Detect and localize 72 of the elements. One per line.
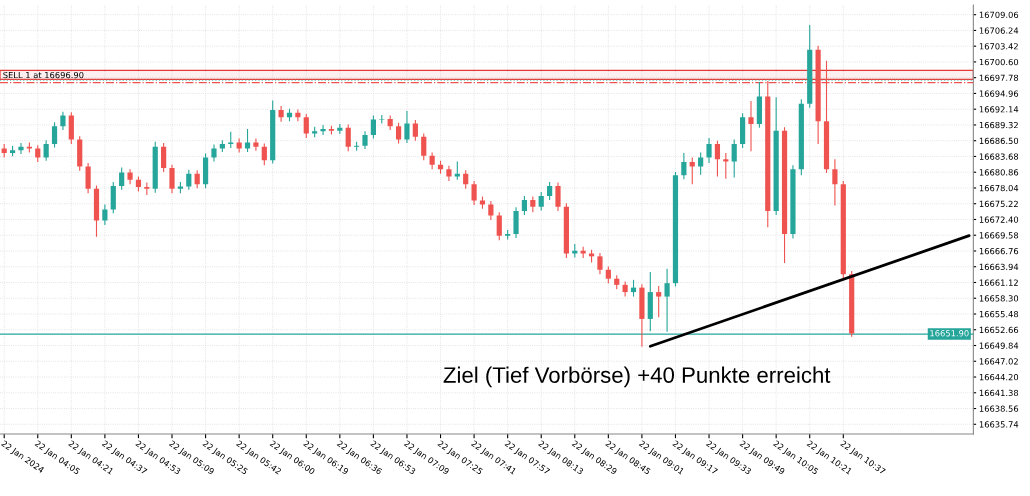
y-tick-label: 16669.58	[979, 232, 1019, 239]
candlestick	[656, 285, 662, 318]
candlestick	[698, 152, 704, 175]
y-tick-label: 16644.20	[979, 374, 1019, 381]
y-tick-label: 16694.96	[979, 90, 1019, 97]
candlestick	[18, 142, 24, 155]
y-tick-label: 16703.42	[979, 43, 1018, 50]
candlestick	[320, 125, 326, 136]
y-tick-label: 16683.68	[979, 153, 1019, 160]
candlestick	[278, 106, 284, 122]
y-tick-label: 16700.60	[979, 58, 1019, 66]
candlestick	[169, 164, 175, 194]
candlestick	[43, 140, 49, 161]
candlestick	[471, 180, 477, 205]
y-tick-label: 16692.14	[979, 106, 1019, 113]
y-tick-label: 16706.24	[979, 27, 1019, 34]
candlestick	[412, 120, 418, 141]
candlestick	[85, 163, 91, 194]
y-tick-label: 16709.06	[979, 11, 1019, 18]
candlestick	[446, 165, 452, 181]
y-tick-label: 16635.74	[979, 421, 1019, 428]
candlestick	[244, 128, 251, 152]
y-tick-label: 16675.22	[979, 200, 1018, 208]
candlestick	[102, 204, 108, 226]
y-tick-label: 16658.30	[979, 295, 1019, 302]
ref-line-label: 16651.90	[930, 330, 969, 337]
y-tick-label: 16661.12	[979, 279, 1018, 286]
candlestick	[832, 159, 838, 206]
y-tick-label: 16652.66	[979, 326, 1019, 334]
y-tick-label: 16680.86	[979, 169, 1019, 176]
candlestick	[236, 138, 242, 153]
y-tick-label: 16649.84	[979, 342, 1019, 349]
y-tick-label: 16697.78	[979, 74, 1019, 81]
candlestick	[161, 142, 167, 172]
candlestick	[496, 212, 502, 241]
ref-line-label: SELL 1 at 16696.90	[3, 71, 84, 79]
y-tick-label: 16672.40	[979, 216, 1019, 223]
candlestick	[706, 137, 712, 164]
candlestick	[681, 153, 687, 180]
candlestick	[303, 113, 309, 138]
candlestick	[731, 139, 737, 178]
y-tick-label: 16686.50	[979, 137, 1019, 144]
y-tick-label: 16641.38	[979, 389, 1019, 397]
candlestick	[714, 140, 721, 177]
candlestick	[119, 167, 125, 190]
candlestick	[186, 169, 192, 190]
candlestick	[421, 133, 427, 161]
candlestick	[370, 115, 376, 139]
candlestick	[345, 124, 351, 152]
candlestick	[395, 122, 402, 144]
y-tick-label: 16666.76	[979, 247, 1019, 255]
candlestick	[110, 182, 116, 214]
candlestick	[429, 152, 435, 170]
y-tick-label: 16663.94	[979, 263, 1019, 271]
candlestick	[622, 281, 628, 297]
candlestick	[127, 169, 133, 185]
y-tick-label: 16678.04	[979, 184, 1019, 192]
candlestick	[51, 122, 58, 148]
y-tick-label: 16655.48	[979, 310, 1019, 318]
candlestick	[253, 138, 259, 151]
candlestick	[26, 142, 32, 153]
y-tick-label: 16689.32	[979, 121, 1018, 129]
y-tick-label: 16638.56	[979, 405, 1019, 412]
candlestick	[597, 253, 603, 275]
candlestick	[513, 207, 519, 238]
annotation: Ziel (Tief Vorbörse) +40 Punkte erreicht	[443, 366, 831, 388]
candlestick	[211, 144, 217, 162]
y-tick-label: 16647.02	[979, 358, 1018, 365]
candlestick	[404, 111, 410, 143]
candlestick	[748, 101, 754, 152]
candlestick	[555, 182, 561, 212]
candlestick	[261, 143, 267, 166]
